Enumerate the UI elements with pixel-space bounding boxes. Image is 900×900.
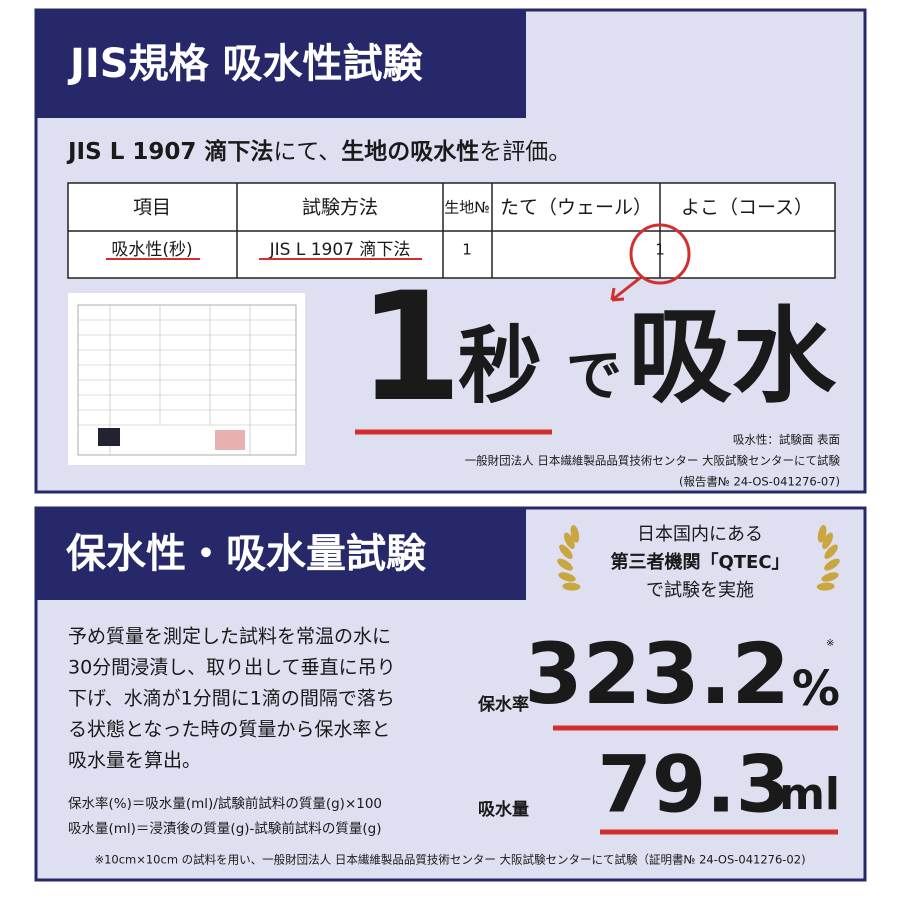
paragraph-line: る状態となった時の質量から保水率と xyxy=(68,719,390,741)
table-cell: 1 xyxy=(462,241,472,259)
table-header: 生地№ xyxy=(444,199,490,217)
paragraph-line: 吸水量を算出。 xyxy=(68,750,201,772)
leaf xyxy=(817,524,827,543)
footnote: ※10cm×10cm の試料を用い、一般財団法人 日本繊維製品品質技術センター … xyxy=(94,853,805,867)
highlight-circle xyxy=(629,223,691,285)
leaf xyxy=(822,532,834,550)
report-image xyxy=(68,293,305,465)
table-header: よこ（コース） xyxy=(681,197,813,219)
intro-text: を評価。 xyxy=(479,139,571,165)
note: 一般財団法人 日本繊維製品品質技術センター 大阪試験センターにて試験 xyxy=(465,454,841,468)
badge-text: 第三者機関「QTEC」 xyxy=(610,551,789,573)
badge-text: 日本国内にある xyxy=(637,524,763,545)
table-header: 項目 xyxy=(133,197,171,219)
paragraph-line: 下げ、水滴が1分間に1滴の間隔で落ち xyxy=(68,688,395,710)
arrow xyxy=(610,276,641,302)
table-header: 試験方法 xyxy=(302,197,378,219)
title-box xyxy=(36,508,526,600)
laurel xyxy=(557,524,840,591)
table-cell: 1 xyxy=(655,241,665,259)
leaf xyxy=(570,524,580,543)
table-cell: 吸水性(秒) xyxy=(111,240,192,260)
table xyxy=(67,182,836,279)
leaf xyxy=(558,572,576,582)
formula: 保水率(%)＝吸水量(ml)/試験前試料の質量(g)×100 xyxy=(68,795,382,812)
mark: ※ xyxy=(826,638,834,649)
intro-bold: JIS L 1907 滴下法 xyxy=(66,138,273,165)
paragraph-line: 予め質量を測定した試料を常温の水に xyxy=(68,626,391,648)
result-unit: ml xyxy=(779,769,840,820)
note: 吸水性：試験面 表面 xyxy=(733,433,840,447)
result-unit: % xyxy=(792,661,840,717)
leaf xyxy=(821,572,839,582)
headline-text: 吸水 xyxy=(628,295,837,417)
leaf xyxy=(816,582,835,591)
intro: JIS L 1907 滴下法にて、生地の吸水性を評価。 xyxy=(66,138,571,165)
headline-text: で xyxy=(566,344,622,409)
result-value: 79.3 xyxy=(598,740,790,830)
leaf xyxy=(824,558,840,571)
section-title: JIS規格 吸水性試験 xyxy=(67,41,423,87)
section-title: 保水性・吸水量試験 xyxy=(66,531,427,577)
paragraph-line: 30分間浸漬し、取り出して垂直に吊り xyxy=(68,657,396,679)
headline-number: 1 xyxy=(358,261,462,435)
result-label: 吸水量 xyxy=(478,799,529,820)
note: (報告書№ 24-OS-041276-07) xyxy=(679,475,840,489)
intro-text: にて、 xyxy=(273,139,341,165)
leaf xyxy=(562,582,581,591)
leaf xyxy=(563,532,575,550)
headline-unit: 秒 xyxy=(458,317,542,415)
badge-text: で試験を実施 xyxy=(646,580,754,601)
result-label: 保水率 xyxy=(477,694,529,715)
table-cell: JIS L 1907 滴下法 xyxy=(269,240,411,260)
leaf xyxy=(824,544,838,559)
result-value: 323.2 xyxy=(524,625,790,723)
title-box xyxy=(36,10,526,118)
formula: 吸水量(ml)＝浸漬後の質量(g)-試験前試料の質量(g) xyxy=(68,820,382,837)
leaf xyxy=(557,558,573,571)
leaf xyxy=(559,544,573,559)
table-header: たて（ウェール） xyxy=(500,197,652,219)
intro-bold: 生地の吸水性 xyxy=(341,139,479,165)
